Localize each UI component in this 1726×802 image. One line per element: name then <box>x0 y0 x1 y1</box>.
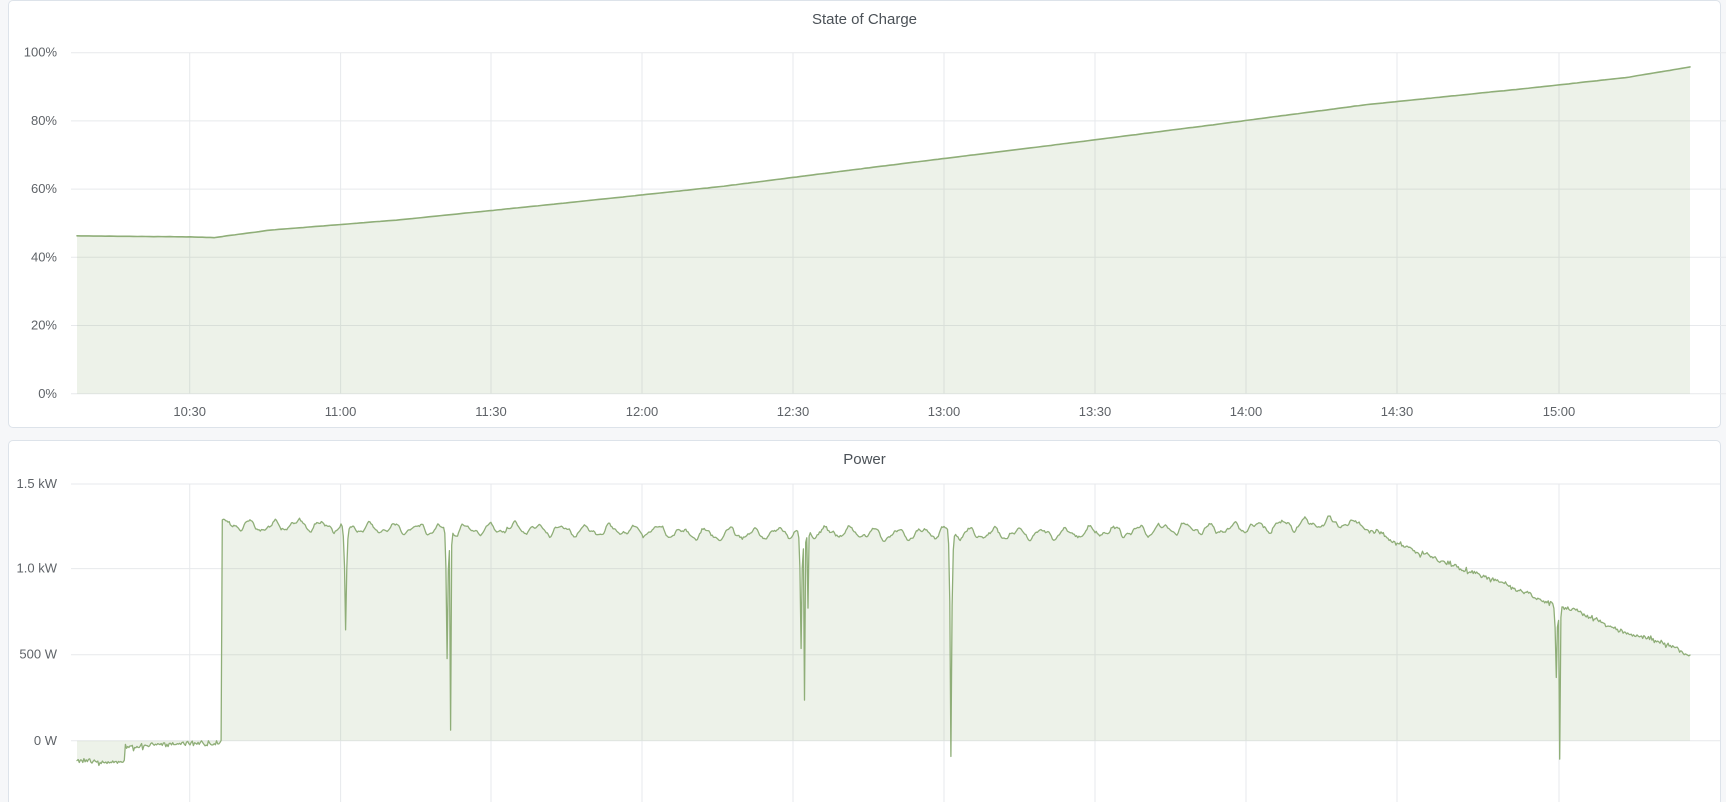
svg-text:11:30: 11:30 <box>475 404 507 419</box>
svg-text:0 W: 0 W <box>34 733 58 748</box>
svg-text:40%: 40% <box>31 249 57 264</box>
svg-text:13:00: 13:00 <box>928 404 961 419</box>
svg-text:14:30: 14:30 <box>1381 404 1414 419</box>
svg-text:13:30: 13:30 <box>1079 404 1112 419</box>
svg-text:500 W: 500 W <box>19 647 57 662</box>
svg-text:60%: 60% <box>31 181 57 196</box>
svg-text:20%: 20% <box>31 318 57 333</box>
svg-text:1.0 kW: 1.0 kW <box>17 561 58 576</box>
svg-text:0%: 0% <box>38 386 57 401</box>
svg-text:100%: 100% <box>24 45 58 60</box>
svg-text:11:00: 11:00 <box>325 404 357 419</box>
svg-text:14:00: 14:00 <box>1230 404 1263 419</box>
svg-text:15:00: 15:00 <box>1543 404 1576 419</box>
svg-text:1.5 kW: 1.5 kW <box>17 476 58 491</box>
svg-text:10:30: 10:30 <box>173 404 206 419</box>
svg-text:12:00: 12:00 <box>626 404 659 419</box>
svg-text:80%: 80% <box>31 113 57 128</box>
svg-text:12:30: 12:30 <box>777 404 810 419</box>
